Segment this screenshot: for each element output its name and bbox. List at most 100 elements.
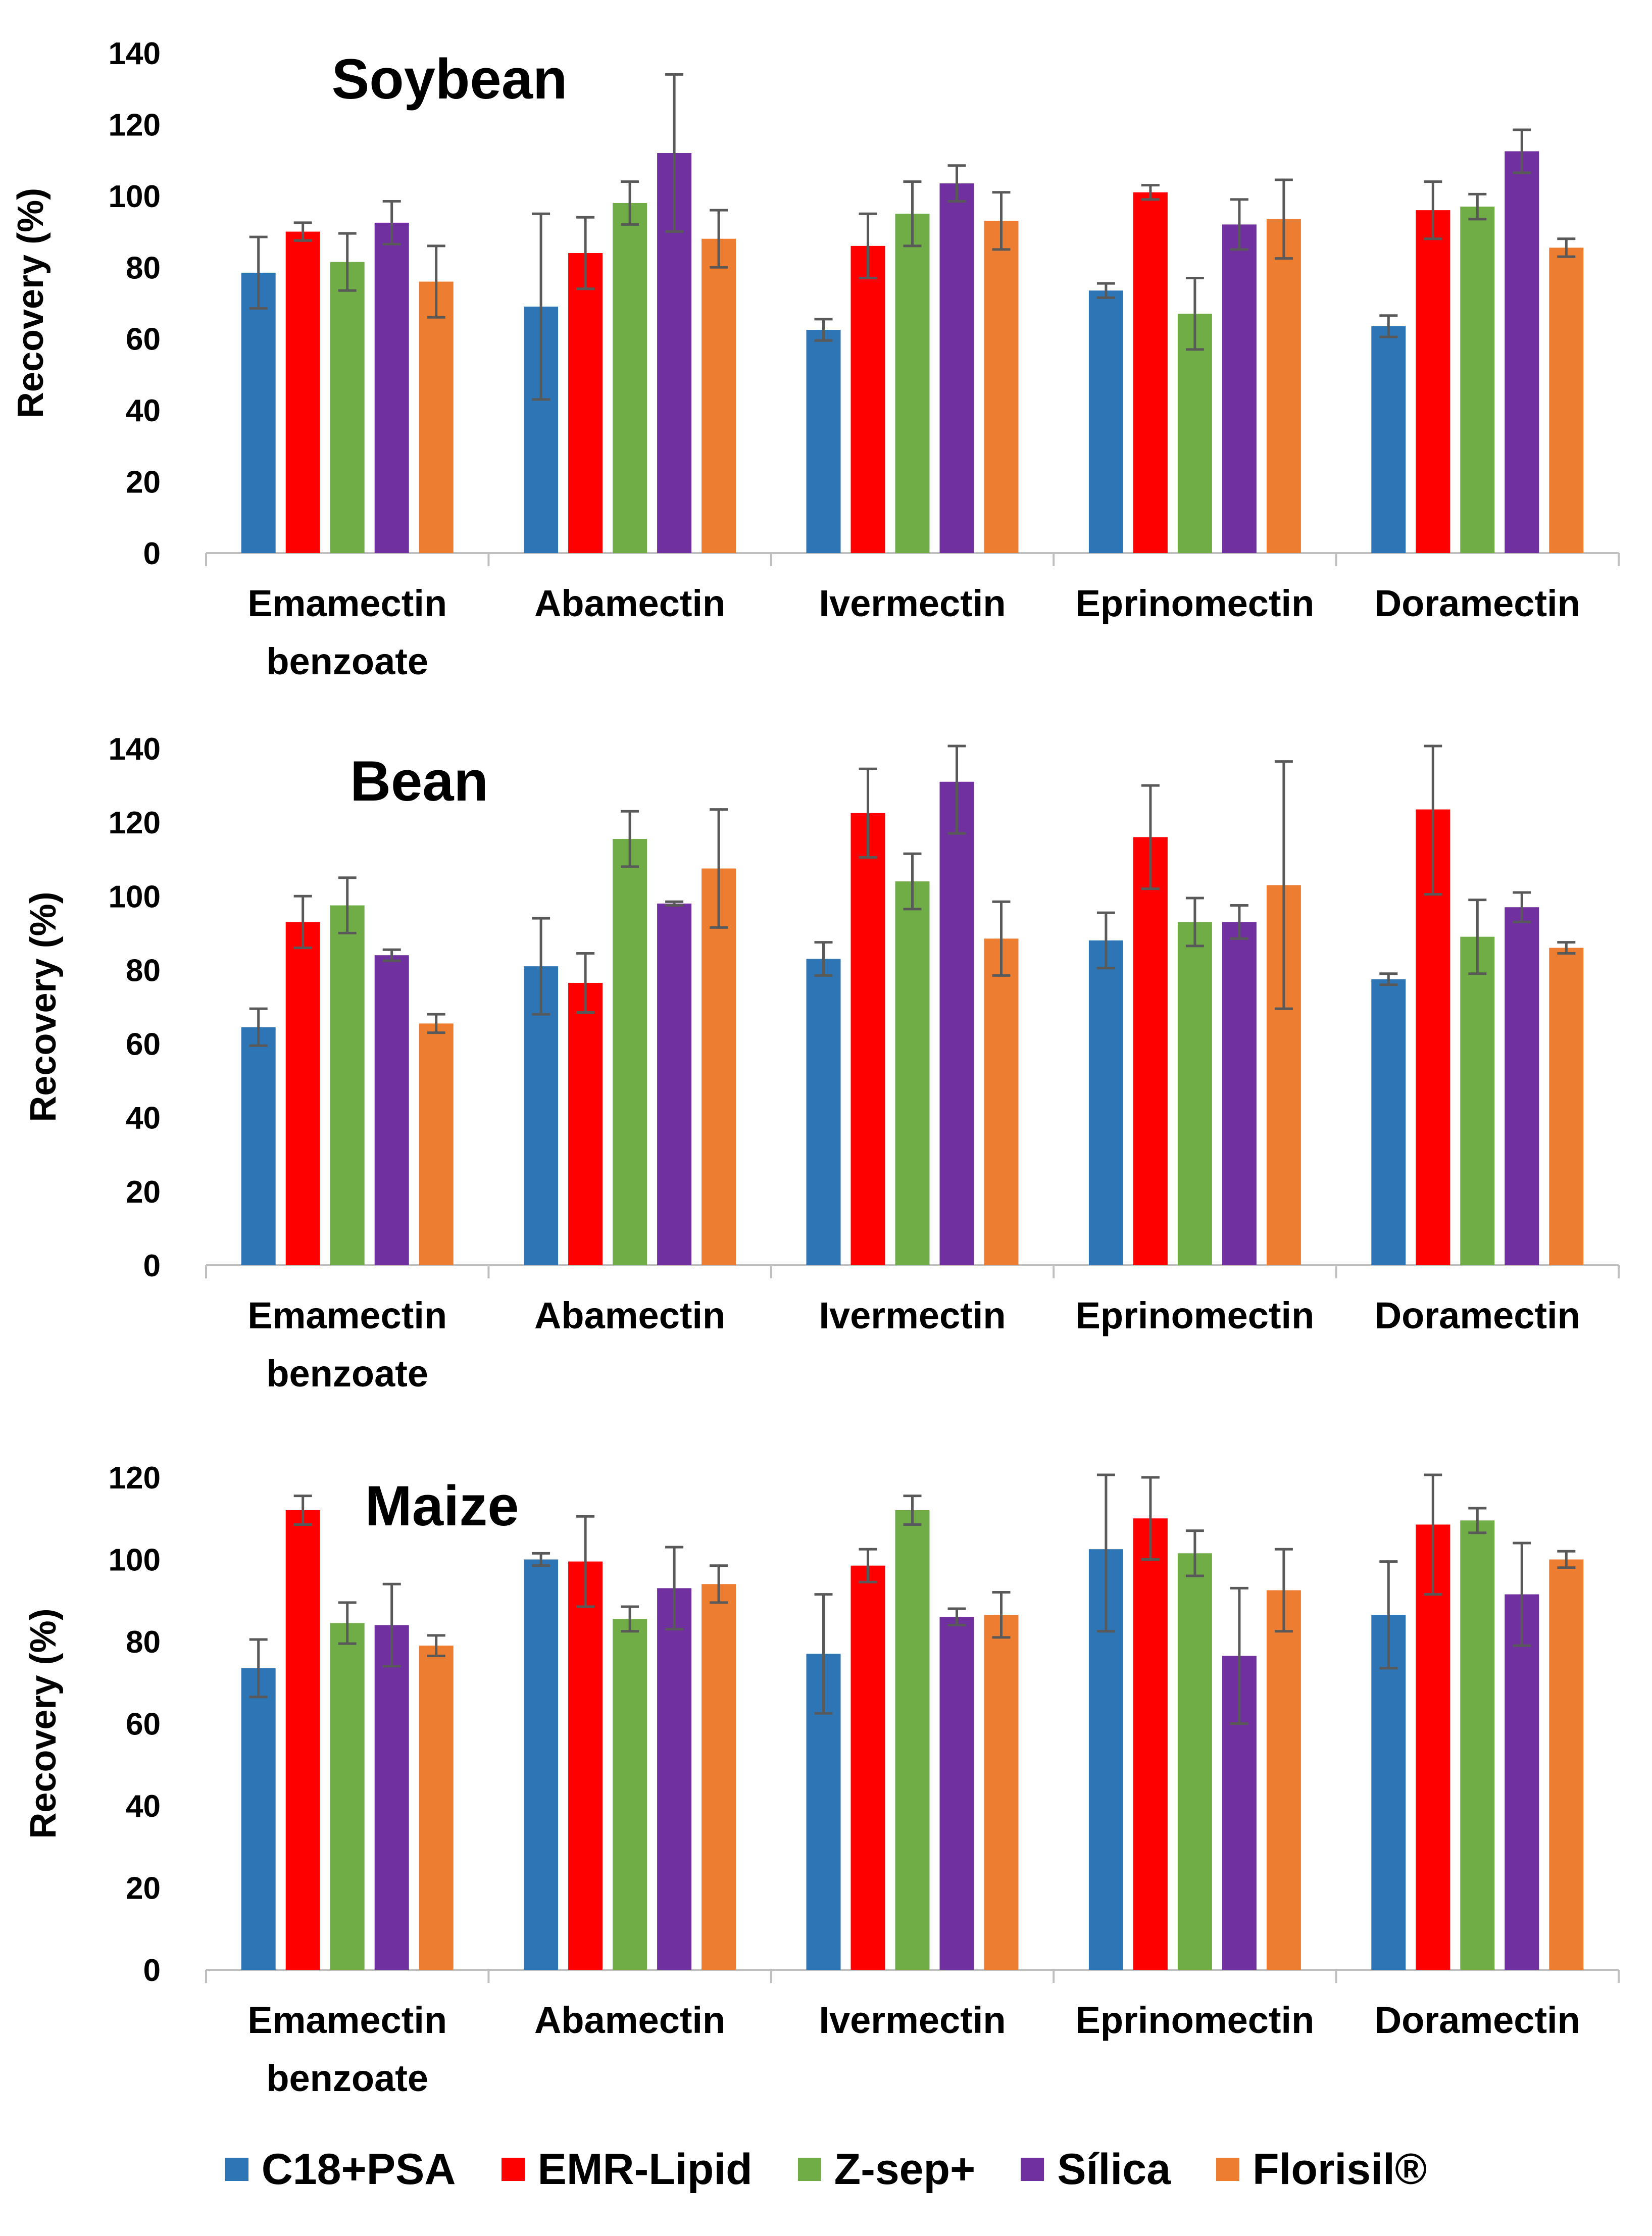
soybean-y-tick-140: 140	[109, 36, 161, 71]
bean-bar-c18-psa-emamectin-benzoate	[241, 1027, 276, 1265]
soybean-bar-florisil-doramectin	[1549, 247, 1584, 554]
soybean-bar-c18-psa-ivermectin	[806, 330, 841, 553]
legend-swatch-florisil	[1216, 2158, 1239, 2181]
bean-bar-emr-lipid-eprinomectin	[1133, 837, 1168, 1265]
maize-bar-florisil-eprinomectin	[1266, 1590, 1301, 1970]
bean-y-tick-140: 140	[109, 732, 161, 767]
soybean-bar-s-lica-ivermectin	[939, 183, 974, 553]
soybean-bar-florisil-eprinomectin	[1266, 219, 1301, 554]
maize-bar-florisil-doramectin	[1549, 1559, 1584, 1970]
soybean-category-label-emamectin-benzoate: Emamectin	[247, 582, 447, 624]
soybean-y-tick-0: 0	[143, 536, 161, 571]
soybean-category-label-abamectin: Abamectin	[534, 582, 725, 624]
legend-item-emr-lipid[interactable]: EMR-Lipid	[501, 2145, 753, 2195]
bean-bar-z-sep-eprinomectin	[1177, 922, 1212, 1265]
maize-bar-emr-lipid-ivermectin	[850, 1565, 885, 1970]
maize-bar-emr-lipid-abamectin	[568, 1561, 603, 1970]
maize-y-tick-20: 20	[126, 1871, 161, 1906]
maize-bar-emr-lipid-doramectin	[1416, 1524, 1450, 1970]
maize-bar-c18-psa-abamectin	[524, 1559, 559, 1970]
maize-bar-c18-psa-emamectin-benzoate	[241, 1668, 276, 1970]
bean-bar-s-lica-emamectin-benzoate	[374, 955, 409, 1265]
maize-bar-florisil-abamectin	[702, 1584, 736, 1970]
legend-label-florisil: Florisil®	[1252, 2145, 1427, 2194]
bean-category-label-eprinomectin: Eprinomectin	[1075, 1295, 1314, 1336]
soybean-bar-z-sep-abamectin	[613, 203, 647, 553]
soybean-bar-z-sep-emamectin-benzoate	[330, 262, 365, 553]
soybean-category-label-emamectin-benzoate: benzoate	[266, 640, 428, 682]
soybean-y-tick-80: 80	[126, 251, 161, 285]
maize-category-label-abamectin: Abamectin	[534, 1999, 725, 2041]
bean-bar-s-lica-eprinomectin	[1222, 922, 1257, 1265]
legend-swatch-z-sep	[797, 2158, 821, 2181]
bean-category-label-emamectin-benzoate: benzoate	[266, 1353, 428, 1395]
legend: C18+PSA EMR-Lipid Z-sep+ Sílica Florisil…	[0, 2131, 1652, 2207]
bean-bar-florisil-emamectin-benzoate	[419, 1023, 454, 1265]
maize-y-tick-100: 100	[109, 1543, 161, 1578]
bean-bar-c18-psa-abamectin	[524, 966, 559, 1265]
legend-swatch-emr-lipid	[501, 2158, 525, 2181]
maize-bar-z-sep-ivermectin	[895, 1510, 930, 1970]
legend-item-florisil[interactable]: Florisil®	[1216, 2145, 1427, 2195]
soybean-bar-c18-psa-doramectin	[1371, 326, 1406, 553]
bean-bar-z-sep-doramectin	[1460, 936, 1495, 1265]
maize-y-tick-120: 120	[109, 1461, 161, 1496]
soybean-bar-florisil-ivermectin	[984, 221, 1019, 553]
maize-bar-z-sep-abamectin	[613, 1619, 647, 1970]
maize-bar-s-lica-abamectin	[657, 1588, 692, 1970]
bean-category-label-emamectin-benzoate: Emamectin	[247, 1295, 447, 1336]
soybean-bar-s-lica-doramectin	[1505, 151, 1539, 553]
soybean-bar-s-lica-emamectin-benzoate	[374, 222, 409, 554]
soybean-bar-florisil-emamectin-benzoate	[419, 281, 454, 553]
bean-y-tick-40: 40	[126, 1101, 161, 1136]
soybean-y-tick-100: 100	[109, 179, 161, 214]
bean-bar-s-lica-doramectin	[1505, 907, 1539, 1265]
maize-bar-z-sep-eprinomectin	[1177, 1553, 1212, 1970]
maize-y-tick-40: 40	[126, 1789, 161, 1824]
bean-bar-florisil-ivermectin	[984, 938, 1019, 1265]
legend-label-z-sep: Z-sep+	[834, 2145, 976, 2194]
legend-item-c18-psa[interactable]: C18+PSA	[225, 2145, 456, 2195]
bean-bar-s-lica-abamectin	[657, 903, 692, 1265]
legend-swatch-silica	[1021, 2158, 1044, 2181]
maize-category-label-eprinomectin: Eprinomectin	[1075, 1999, 1314, 2041]
maize-bar-emr-lipid-emamectin-benzoate	[285, 1510, 320, 1970]
bean-bar-florisil-doramectin	[1549, 948, 1584, 1265]
maize-bar-florisil-emamectin-benzoate	[419, 1646, 454, 1970]
bean-bar-z-sep-abamectin	[613, 839, 647, 1265]
legend-item-silica[interactable]: Sílica	[1021, 2145, 1171, 2195]
soybean-bar-emr-lipid-ivermectin	[850, 245, 885, 553]
bean-bar-c18-psa-ivermectin	[806, 959, 841, 1265]
bean-category-label-ivermectin: Ivermectin	[819, 1295, 1006, 1336]
soybean-y-tick-40: 40	[126, 393, 161, 428]
soybean-bar-emr-lipid-doramectin	[1416, 210, 1450, 554]
bean-y-tick-120: 120	[109, 806, 161, 840]
maize-bar-s-lica-ivermectin	[939, 1617, 974, 1970]
bean-bar-s-lica-ivermectin	[939, 781, 974, 1265]
bean-bar-z-sep-emamectin-benzoate	[330, 905, 365, 1265]
soybean-y-axis-label: Recovery (%)	[11, 188, 51, 418]
soybean-bar-florisil-abamectin	[702, 238, 736, 553]
soybean-bar-emr-lipid-eprinomectin	[1133, 192, 1168, 553]
legend-label-c18-psa: C18+PSA	[261, 2145, 456, 2194]
soybean-bar-c18-psa-eprinomectin	[1088, 290, 1123, 553]
soybean-bar-c18-psa-emamectin-benzoate	[241, 272, 276, 553]
bean-bar-emr-lipid-abamectin	[568, 983, 603, 1265]
bean-bar-emr-lipid-ivermectin	[850, 813, 885, 1265]
soybean-chart-title: Soybean	[332, 47, 568, 111]
maize-bar-emr-lipid-eprinomectin	[1133, 1518, 1168, 1970]
maize-bar-z-sep-emamectin-benzoate	[330, 1623, 365, 1970]
legend-swatch-c18-psa	[225, 2158, 248, 2181]
legend-label-emr-lipid: EMR-Lipid	[537, 2145, 753, 2194]
bean-y-axis-label: Recovery (%)	[23, 891, 64, 1122]
soybean-y-tick-120: 120	[109, 108, 161, 142]
legend-item-z-sep[interactable]: Z-sep+	[797, 2145, 976, 2195]
bean-bar-c18-psa-eprinomectin	[1088, 940, 1123, 1265]
bean-y-tick-20: 20	[126, 1175, 161, 1210]
soybean-bar-emr-lipid-emamectin-benzoate	[285, 231, 320, 554]
maize-chart-title: Maize	[365, 1474, 519, 1537]
soybean-bar-z-sep-eprinomectin	[1177, 314, 1212, 553]
bean-category-label-doramectin: Doramectin	[1375, 1295, 1580, 1336]
bean-category-label-abamectin: Abamectin	[534, 1295, 725, 1336]
maize-category-label-ivermectin: Ivermectin	[819, 1999, 1006, 2041]
